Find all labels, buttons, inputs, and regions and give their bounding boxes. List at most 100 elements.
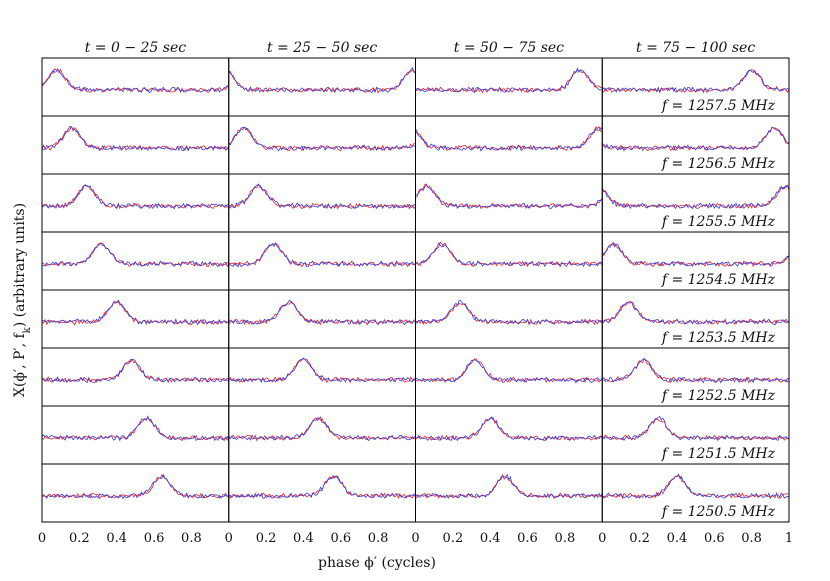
trace-r0-c2-s1 [415, 67, 603, 94]
trace-r4-c3-s0 [602, 301, 790, 325]
y-axis-label-tail: ) (arbitrary units) [12, 203, 28, 327]
panel-r2-c1 [228, 173, 416, 233]
trace-r2-c1-s0 [228, 183, 416, 210]
panel-frame-r0-c2 [415, 57, 603, 117]
panel-r3-c3: f = 1254.5 MHz [601, 231, 790, 291]
panel-r5-c0 [41, 347, 230, 407]
panel-r5-c2 [415, 347, 603, 407]
column-title-0: t = 0 − 25 sec [85, 40, 187, 56]
trace-r5-c3-s1 [602, 358, 790, 384]
panel-frame-r3-c2 [415, 231, 603, 291]
x-tick-c1-4: 0.8 [368, 531, 389, 546]
x-tick-labels: 0 0.2 0.4 0.6 0.8 0 0.2 0.4 0.6 0.8 0 0.2 0.4 0.6 0.8 0… [38, 531, 793, 546]
column-titles: t = 0 − 25 sec t = 25 − 50 sec t = 50 − 75… [85, 40, 756, 56]
panel-r4-c1 [228, 289, 416, 349]
x-tick-c0-1: 0.2 [69, 531, 90, 546]
trace-r5-c2-s1 [415, 359, 603, 384]
panel-r3-c0 [41, 231, 230, 291]
x-tick-c1-0: 0 [225, 531, 233, 546]
panel-r1-c0 [41, 115, 230, 175]
panel-frame-r2-c1 [228, 173, 416, 233]
frequency-label-5: f = 1252.5 MHz [661, 388, 776, 404]
trace-r5-c3-s0 [602, 357, 790, 384]
trace-r2-c2-s1 [415, 184, 603, 210]
x-axis-label: phase ϕ′ (cycles) [318, 555, 436, 571]
trace-r4-c1-s1 [228, 299, 416, 326]
panel-r7-c1 [228, 463, 416, 523]
panel-r1-c2 [415, 115, 603, 175]
panel-frame-r5-c2 [415, 347, 603, 407]
panel-r3-c2 [415, 231, 603, 291]
x-tick-c1-1: 0.2 [256, 531, 277, 546]
trace-r0-c3-s1 [602, 69, 790, 94]
trace-r1-c2-s1 [415, 127, 603, 152]
x-tick-c2-3: 0.6 [517, 531, 538, 546]
trace-r4-c2-s1 [415, 300, 603, 325]
panel-frame-r3-c0 [41, 231, 230, 291]
x-tick-c0-3: 0.6 [144, 531, 165, 546]
panel-r1-c3: f = 1256.5 MHz [601, 115, 790, 175]
trace-r1-c0-s1 [41, 125, 229, 152]
panels: f = 1257.5 MHz f = 1256.5 MHz f = 1255.5 M… [41, 57, 790, 523]
panel-r6-c3: f = 1251.5 MHz [601, 405, 790, 465]
trace-r6-c1-s0 [228, 417, 416, 442]
trace-r3-c0-s0 [41, 242, 230, 268]
trace-r3-c2-s1 [415, 242, 603, 268]
panel-r1-c1 [228, 115, 416, 175]
trace-r6-c0-s1 [41, 415, 230, 442]
trace-r4-c0-s0 [41, 301, 229, 326]
trace-r1-c3-s1 [602, 126, 790, 152]
frequency-label-3: f = 1254.5 MHz [661, 272, 776, 288]
column-title-3: t = 75 − 100 sec [636, 40, 755, 56]
x-tick-c2-4: 0.8 [555, 531, 576, 546]
panel-r4-c0 [41, 289, 230, 349]
trace-r1-c2-s0 [415, 126, 603, 152]
panel-frame-r1-c2 [415, 115, 603, 175]
panel-r0-c2 [415, 57, 603, 117]
y-axis-label-main: X(ϕ′, P′, f [12, 332, 28, 398]
x-tick-c0-4: 0.8 [181, 531, 202, 546]
frequency-label-6: f = 1251.5 MHz [661, 446, 776, 462]
trace-r1-c3-s0 [602, 126, 790, 152]
panel-frame-r5-c1 [228, 347, 416, 407]
frequency-label-0: f = 1257.5 MHz [661, 98, 776, 114]
frequency-label-1: f = 1256.5 MHz [661, 156, 776, 172]
x-tick-c3-1: 0.2 [629, 531, 650, 546]
trace-r3-c1-s1 [228, 241, 416, 268]
panel-r4-c3: f = 1253.5 MHz [601, 289, 790, 349]
trace-r4-c3-s1 [602, 301, 790, 326]
panel-r0-c3: f = 1257.5 MHz [601, 57, 790, 117]
trace-r6-c2-s1 [415, 416, 603, 442]
panel-frame-r0-c0 [41, 57, 230, 117]
panel-r0-c0 [41, 57, 230, 117]
frequency-label-2: f = 1255.5 MHz [661, 214, 776, 230]
trace-r6-c2-s0 [415, 417, 603, 442]
panel-frame-r2-c2 [415, 173, 603, 233]
trace-r3-c3-s1 [601, 241, 790, 267]
trace-r3-c0-s1 [42, 242, 229, 268]
x-tick-c0-0: 0 [38, 531, 46, 546]
x-tick-c2-0: 0 [411, 531, 419, 546]
trace-r7-c2-s1 [415, 473, 603, 499]
y-axis-label: X(ϕ′, P′, fk) (arbitrary units) [12, 203, 33, 397]
panel-r0-c1 [228, 57, 416, 117]
trace-r2-c1-s1 [228, 183, 416, 210]
trace-r6-c3-s1 [602, 415, 790, 442]
trace-r0-c1-s1 [228, 66, 416, 94]
x-tick-c1-3: 0.6 [330, 531, 351, 546]
column-title-2: t = 50 − 75 sec [454, 40, 564, 56]
panel-r5-c1 [228, 347, 416, 407]
panel-frame-r6-c1 [228, 405, 416, 465]
panel-frame-r5-c0 [41, 347, 230, 407]
frequency-label-7: f = 1250.5 MHz [661, 504, 776, 520]
x-tick-last: 1 [785, 531, 793, 546]
panel-r2-c0 [41, 173, 230, 233]
trace-r5-c0-s1 [41, 358, 230, 384]
panel-r6-c2 [415, 405, 603, 465]
trace-r7-c0-s1 [41, 473, 230, 500]
panel-r4-c2 [415, 289, 603, 349]
frequency-label-4: f = 1253.5 MHz [661, 330, 776, 346]
x-tick-c1-2: 0.4 [293, 531, 314, 546]
x-tick-c3-0: 0 [598, 531, 606, 546]
